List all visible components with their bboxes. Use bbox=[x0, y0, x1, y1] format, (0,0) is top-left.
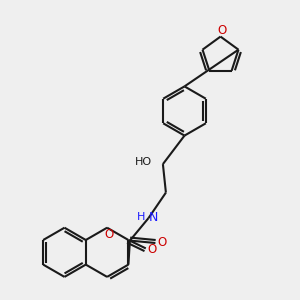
Text: H: H bbox=[136, 212, 145, 223]
Text: O: O bbox=[218, 23, 226, 37]
Text: O: O bbox=[105, 228, 114, 241]
Text: N: N bbox=[148, 211, 158, 224]
Text: HO: HO bbox=[134, 157, 152, 167]
Text: O: O bbox=[147, 243, 156, 256]
Text: O: O bbox=[158, 236, 166, 250]
